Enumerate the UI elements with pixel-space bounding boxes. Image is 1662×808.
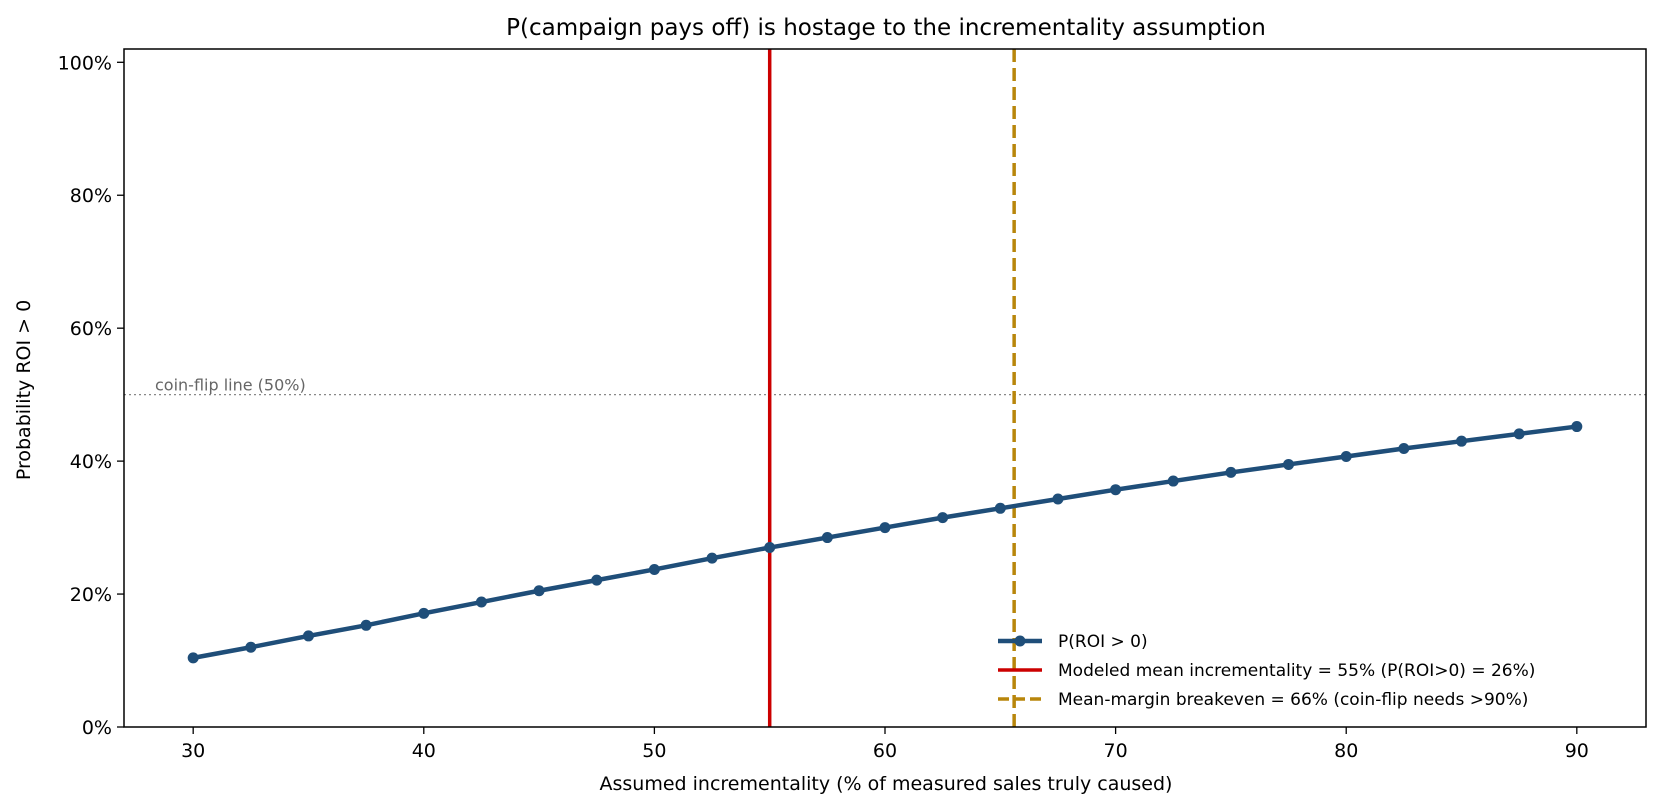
data-point <box>1167 475 1179 487</box>
x-tick-label: 90 <box>1565 740 1589 762</box>
data-point <box>475 596 487 608</box>
data-point <box>1283 458 1295 470</box>
data-point <box>1456 435 1468 447</box>
legend-label: P(ROI > 0) <box>1058 632 1148 652</box>
data-point <box>764 542 776 554</box>
x-tick-label: 50 <box>642 740 666 762</box>
y-axis-title: Probability ROI > 0 <box>13 300 35 480</box>
data-point <box>706 552 718 564</box>
coin-flip-line-label: coin-flip line (50%) <box>155 376 306 395</box>
x-tick-label: 30 <box>181 740 205 762</box>
y-tick-label: 20% <box>70 584 112 606</box>
data-point <box>187 652 199 664</box>
data-point <box>1110 484 1122 496</box>
series-layer <box>187 421 1583 664</box>
y-tick-label: 60% <box>70 318 112 340</box>
data-point <box>1225 466 1237 478</box>
data-point <box>648 563 660 575</box>
legend: P(ROI > 0) Modeled mean incrementality = … <box>998 632 1535 710</box>
chart-title: P(campaign pays off) is hostage to the i… <box>506 15 1266 41</box>
x-tick-label: 40 <box>412 740 436 762</box>
y-tick-label: 80% <box>70 185 112 207</box>
data-point <box>245 641 257 653</box>
data-point <box>879 522 891 534</box>
legend-label: Mean-margin breakeven = 66% (coin-flip n… <box>1058 690 1528 710</box>
data-point <box>1340 450 1352 462</box>
y-tick-label: 0% <box>82 717 112 739</box>
y-axis: 0% 20% 40% 60% 80% 100% <box>58 52 124 739</box>
legend-label: Modeled mean incrementality = 55% (P(ROI… <box>1058 661 1535 681</box>
x-tick-label: 80 <box>1334 740 1358 762</box>
x-axis: 30 40 50 60 70 80 90 <box>181 727 1589 762</box>
data-point <box>994 502 1006 514</box>
data-point <box>1052 493 1064 505</box>
legend-marker <box>1014 635 1026 647</box>
y-tick-label: 40% <box>70 451 112 473</box>
data-point <box>1398 442 1410 454</box>
x-tick-label: 70 <box>1104 740 1128 762</box>
y-tick-label: 100% <box>58 52 112 74</box>
data-point <box>418 607 430 619</box>
x-tick-label: 60 <box>873 740 897 762</box>
x-axis-title: Assumed incrementality (% of measured sa… <box>600 773 1173 795</box>
data-point <box>533 585 545 597</box>
data-point <box>821 532 833 544</box>
data-point <box>937 512 949 524</box>
data-point <box>302 630 314 642</box>
reference-lines: coin-flip line (50%) <box>124 49 1646 727</box>
data-point <box>1571 421 1583 433</box>
data-point <box>360 619 372 631</box>
plot-frame <box>123 48 1647 728</box>
series-line <box>192 424 1578 661</box>
data-point <box>591 574 603 586</box>
data-point <box>1513 428 1525 440</box>
